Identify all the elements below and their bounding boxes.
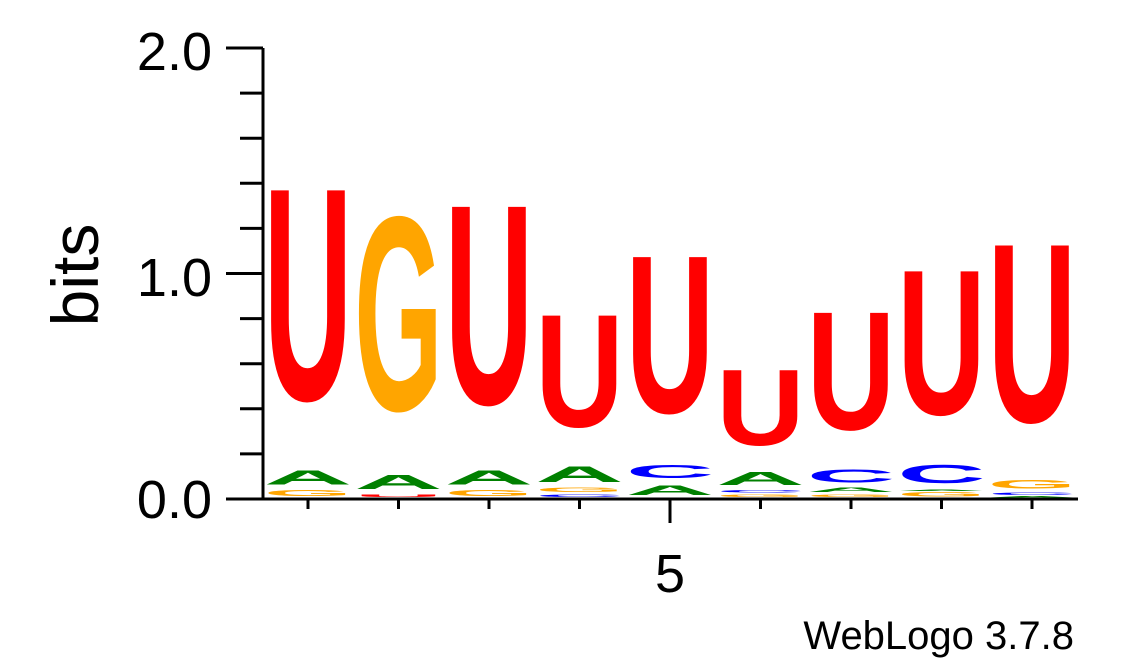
y-axis-label: bits xyxy=(38,224,112,327)
y-tick-label-2: 2.0 xyxy=(137,22,212,82)
logo-letter-A-pos-8: A xyxy=(897,489,986,491)
logo-letter-A-pos-6: A xyxy=(716,469,804,489)
y-minor-ticks xyxy=(226,46,263,501)
x-tick-label: 5 xyxy=(655,544,685,604)
logo-letter-C-pos-6: C xyxy=(716,489,804,493)
logo-letter-A-pos-3: A xyxy=(445,466,533,488)
weblogo-credit: WebLogo 3.7.8 xyxy=(803,614,1074,658)
logo-letter-A-pos-7: A xyxy=(807,487,896,494)
logo-letter-G-pos-1: G xyxy=(264,489,352,498)
logo-letter-C-pos-8: C xyxy=(897,460,985,489)
logo-letter-U-pos-7: U xyxy=(807,277,896,466)
logo-letter-A-pos-4: A xyxy=(535,462,624,487)
logo-letter-A-pos-9: A xyxy=(988,496,1077,498)
logo-letter-C-pos-9: C xyxy=(988,491,1076,495)
logo-letter-U-pos-5: U xyxy=(626,210,715,461)
logo-letter-C-pos-5: C xyxy=(626,462,714,482)
logo-letter-A-pos-1: A xyxy=(264,466,352,488)
logo-letter-G-pos-3: G xyxy=(445,489,533,498)
axes: 0.0 1.0 2.0 bits 5 xyxy=(38,22,1078,604)
logo-letter-A-pos-2: A xyxy=(354,471,442,493)
logo-letter-A-pos-5: A xyxy=(626,482,715,498)
logo-letter-C-pos-7: C xyxy=(807,466,895,486)
logo-letter-U-pos-9: U xyxy=(988,192,1076,476)
logo-letter-G-pos-2: G xyxy=(354,159,442,469)
y-tick-label-0: 0.0 xyxy=(137,470,212,530)
logo-letter-U-pos-3: U xyxy=(445,145,533,465)
logo-letter-G-pos-6: G xyxy=(716,494,804,499)
logo-letter-U-pos-2: U xyxy=(354,494,442,498)
logo-letter-U-pos-1: U xyxy=(264,125,352,465)
logo-letter-G-pos-9: G xyxy=(988,478,1076,491)
logo-letter-U-pos-6: U xyxy=(716,346,804,468)
logo-letter-G-pos-8: G xyxy=(897,491,985,498)
logo-letter-C-pos-4: C xyxy=(535,494,623,498)
x-ticks xyxy=(306,499,1034,523)
logo-letter-U-pos-4: U xyxy=(535,281,624,461)
logo-letter-G-pos-4: G xyxy=(535,487,623,494)
y-tick-label-1: 1.0 xyxy=(137,248,212,308)
logo-letter-G-pos-7: G xyxy=(807,494,895,499)
logo-letter-U-pos-8: U xyxy=(897,228,985,459)
